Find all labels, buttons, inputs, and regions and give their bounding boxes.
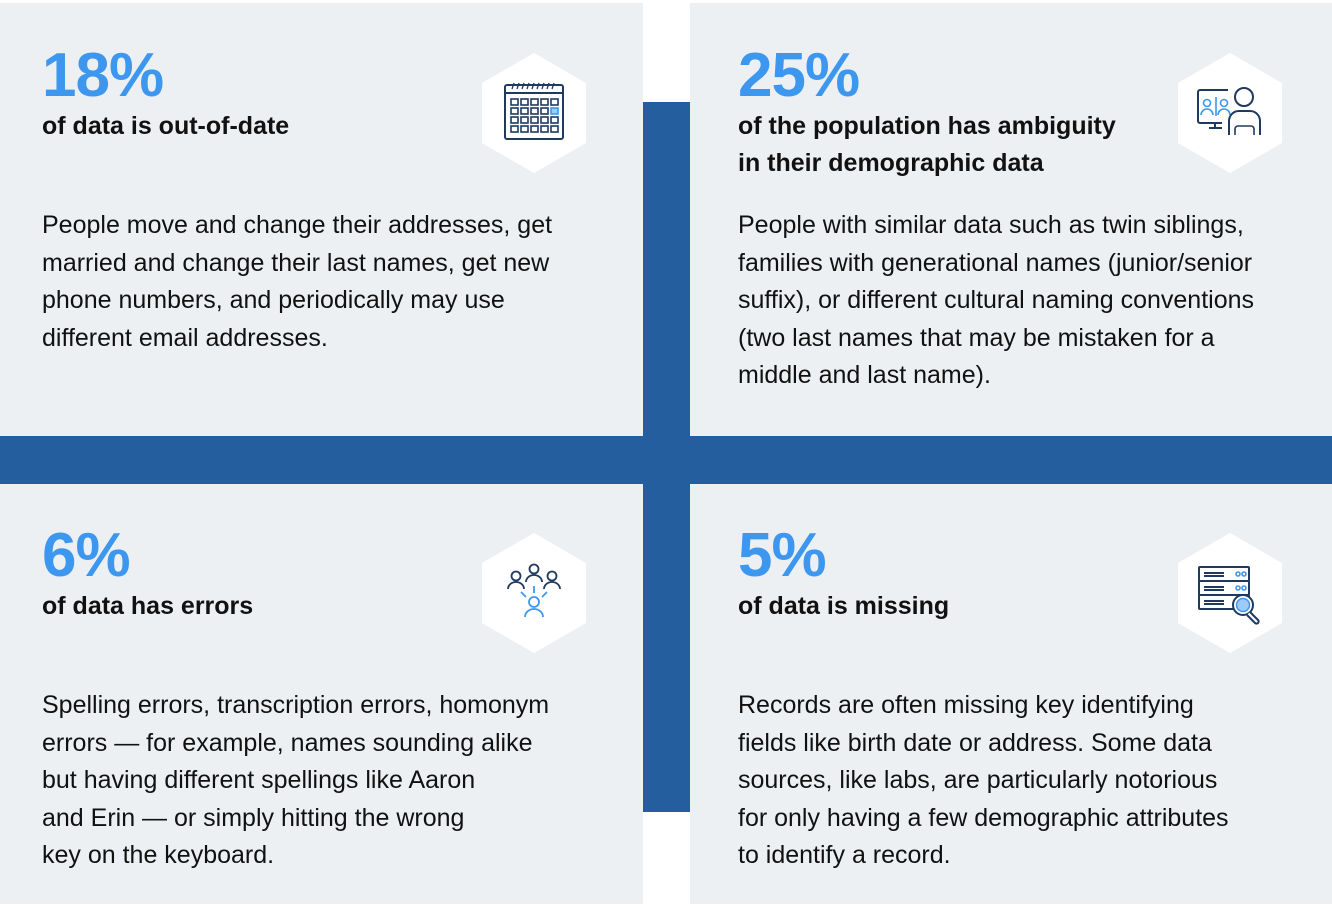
stat-value: 5% <box>738 521 827 590</box>
description-line: sources, like labs, are particularly not… <box>738 766 1218 794</box>
server-search-icon <box>1178 533 1282 653</box>
description-line: key on the keyboard. <box>42 841 275 869</box>
caption-line: of data is out-of-date <box>42 112 290 140</box>
card-description: People move and change their addresses, … <box>42 207 552 357</box>
description-line: Records are often missing key identifyin… <box>738 691 1194 719</box>
description-line: suffix), or different cultural naming co… <box>738 286 1255 314</box>
description-line: People move and change their addresses, … <box>42 211 553 239</box>
calendar-icon <box>482 53 586 173</box>
card-description: People with similar data such as twin si… <box>738 207 1254 395</box>
stat-caption: of the population has ambiguity in their… <box>738 108 1116 182</box>
stat-value: 18% <box>42 41 164 110</box>
description-line: middle and last name). <box>738 361 991 389</box>
people-group-icon <box>482 533 586 653</box>
divider-horizontal-bar <box>0 436 1332 484</box>
description-line: People with similar data such as twin si… <box>738 211 1244 239</box>
description-line: fields like birth date or address. Some … <box>738 728 1212 757</box>
description-line: families with generational names (junior… <box>738 248 1253 277</box>
description-line: to identify a record. <box>738 841 951 869</box>
caption-line: in their demographic data <box>738 149 1044 177</box>
description-line: (two last names that may be mistaken for… <box>738 323 1215 352</box>
description-line: phone numbers, and periodically may use <box>42 286 505 314</box>
description-line: for only having a few demographic attrib… <box>738 803 1229 832</box>
card-description: Records are often missing key identifyin… <box>738 687 1229 875</box>
description-line: Spelling errors, transcription errors, h… <box>42 691 550 719</box>
description-line: different email addresses. <box>42 323 328 352</box>
stat-caption: of data has errors <box>42 588 253 625</box>
card-description: Spelling errors, transcription errors, h… <box>42 687 549 875</box>
stat-value: 6% <box>42 521 131 590</box>
caption-line: of data has errors <box>42 592 254 620</box>
description-line: but having different spellings like Aaro… <box>42 766 476 794</box>
description-line: married and change their last names, get… <box>42 248 550 277</box>
stat-caption: of data is out-of-date <box>42 108 289 145</box>
stat-value: 25% <box>738 41 860 110</box>
stat-caption: of data is missing <box>738 588 949 625</box>
description-line: errors — for example, names sounding ali… <box>42 728 533 757</box>
caption-line: of the population has ambiguity <box>738 112 1116 140</box>
caption-line: of data is missing <box>738 592 950 620</box>
description-line: and Erin — or simply hitting the wrong <box>42 803 465 832</box>
video-call-person-icon <box>1178 53 1282 173</box>
